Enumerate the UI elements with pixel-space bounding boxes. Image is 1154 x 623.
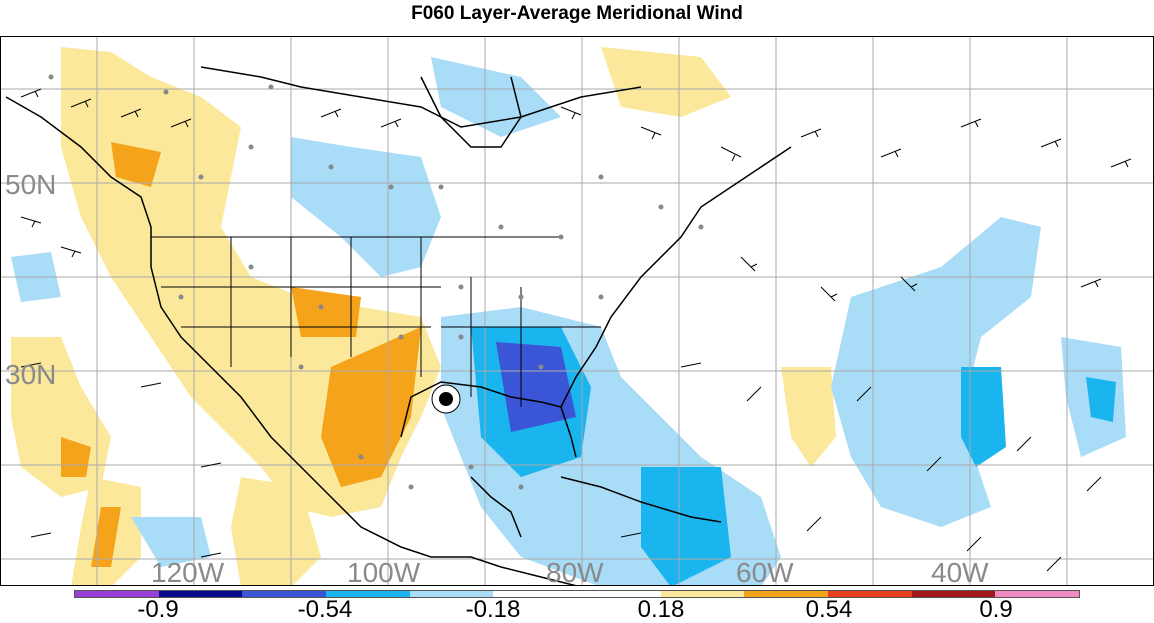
mid-atlantic-negative-area (831, 217, 1041, 527)
colorbar-segment (493, 591, 578, 597)
lat-lon-grid (1, 37, 1153, 585)
colorbar-segment (911, 591, 996, 597)
map-panel: 50N 30N 120W 100W 80W 60W 40W (0, 36, 1154, 586)
colorbar-segment (828, 591, 912, 597)
colorbar-tick-0-18: 0.18 (637, 596, 685, 623)
gulf-coastline (400, 381, 577, 458)
colorbar-segment (326, 591, 410, 597)
lat-label-30n: 30N (5, 359, 57, 390)
colorbar-tick-0-54: 0.54 (805, 596, 853, 623)
cuba-outline (560, 476, 722, 523)
caribbean-cyan-area (641, 467, 731, 585)
wind-barbs (20, 88, 1132, 572)
lon-label-100w: 100W (347, 557, 421, 586)
lon-label-80w: 80W (546, 557, 604, 586)
lon-label-60w: 60W (736, 557, 794, 586)
colorbar-tick-neg-0-18: -0.18 (465, 596, 521, 623)
hudson-bay-coastline (420, 76, 522, 148)
lon-label-40w: 40W (931, 557, 989, 586)
colorbar-segment (75, 591, 159, 597)
rockies-orange-area (111, 142, 161, 187)
negative-wind-shading (11, 57, 1126, 585)
map-svg (1, 37, 1153, 585)
colorbar-segment (158, 591, 243, 597)
labrador-negative-area (431, 57, 561, 137)
colorbar-segment (744, 591, 829, 597)
colorbar-segment (242, 591, 327, 597)
atlantic-coastline (560, 146, 792, 408)
texas-orange-area (291, 287, 361, 337)
positive-wind-shading (11, 47, 836, 585)
pacific-orange-streak (61, 437, 91, 477)
colorbar-segment (660, 591, 745, 597)
chart-title: F060 Layer-Average Meridional Wind (411, 3, 743, 24)
pacific-coastline (5, 96, 577, 585)
baja-orange-streak (91, 507, 121, 567)
colorbar-tick-0-9: 0.9 (979, 596, 1013, 623)
canada-negative-area (291, 137, 441, 277)
colorbar-segment (995, 591, 1080, 597)
north-positive-area (601, 47, 731, 117)
colorbar-tick-neg-0-54: -0.54 (297, 596, 353, 623)
coastlines (5, 66, 792, 585)
atlantic-positive-area (781, 367, 836, 467)
station-dots (48, 74, 704, 490)
arctic-coastline (200, 66, 642, 128)
storm-marker (431, 384, 461, 414)
yucatan-coastline (470, 476, 522, 538)
lat-label-50n: 50N (5, 169, 57, 200)
pacific-positive-area (231, 477, 321, 585)
mid-atlantic-cyan-core (961, 367, 1006, 467)
southeast-blue-core (496, 342, 576, 432)
east-atlantic-cyan-core (1086, 377, 1116, 422)
subtropical-negative-area (131, 517, 211, 567)
colorbar (74, 590, 1080, 598)
mexico-orange-area (321, 327, 421, 487)
lon-label-120w: 120W (151, 557, 225, 586)
colorbar-segment (409, 591, 494, 597)
state-borders (151, 236, 601, 407)
colorbar-segment (577, 591, 661, 597)
colorbar-tick-neg-0-9: -0.9 (137, 596, 179, 623)
